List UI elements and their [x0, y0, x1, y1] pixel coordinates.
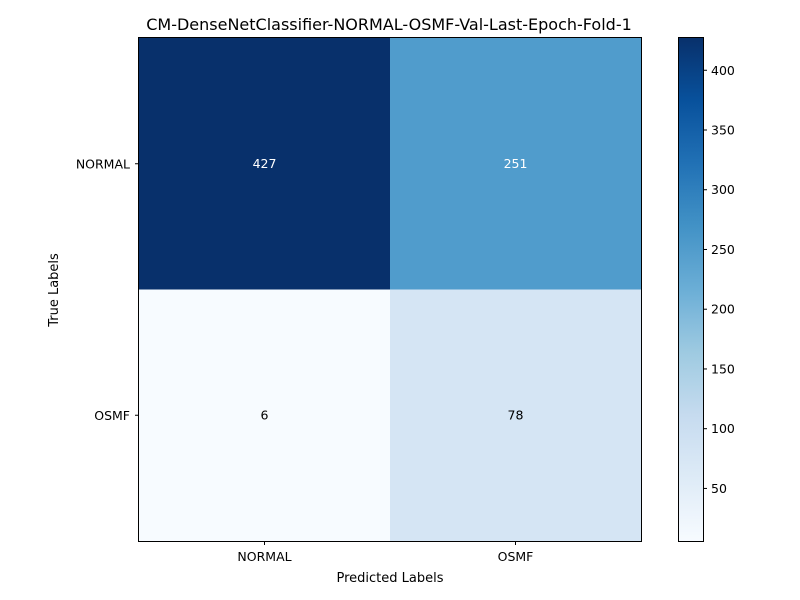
colorbar-tick-label: 50: [711, 481, 727, 496]
x-tick-label: NORMAL: [237, 549, 291, 564]
x-axis-label: Predicted Labels: [336, 571, 443, 586]
x-tick-label: OSMF: [498, 549, 534, 564]
chart-title: CM-DenseNetClassifier-NORMAL-OSMF-Val-La…: [146, 15, 632, 34]
y-tick-label: NORMAL: [76, 156, 130, 171]
colorbar-tick-label: 250: [711, 242, 735, 257]
colorbar-tick-label: 350: [711, 122, 735, 137]
cell-value-label: 251: [504, 156, 528, 171]
y-tick-label: OSMF: [94, 408, 130, 423]
colorbar-tick-label: 200: [711, 302, 735, 317]
cell-value-label: 6: [261, 407, 269, 422]
heatmap-cell-labels: 427 251 6 78: [253, 156, 528, 423]
heatmap-cell: [390, 38, 642, 290]
colorbar-tick-label: 150: [711, 361, 735, 376]
cell-value-label: 427: [253, 156, 277, 171]
y-axis-label: True Labels: [47, 253, 62, 328]
colorbar-tick-label: 100: [711, 421, 735, 436]
heatmap-cell: [139, 289, 391, 542]
plot-frame: [138, 37, 642, 542]
y-axis-ticks: NORMAL OSMF: [76, 156, 139, 423]
cell-value-label: 78: [508, 407, 524, 422]
x-axis-ticks: NORMAL OSMF: [237, 541, 533, 564]
colorbar-ticks: 50 100 150 200 250 300 350 400: [703, 63, 735, 496]
colorbar-tick-label: 300: [711, 182, 735, 197]
colorbar-tick-label: 400: [711, 63, 735, 78]
heatmap-cells: [139, 38, 642, 542]
heatmap-cell: [139, 38, 391, 290]
heatmap-cell: [390, 289, 642, 542]
colorbar: [678, 37, 704, 542]
